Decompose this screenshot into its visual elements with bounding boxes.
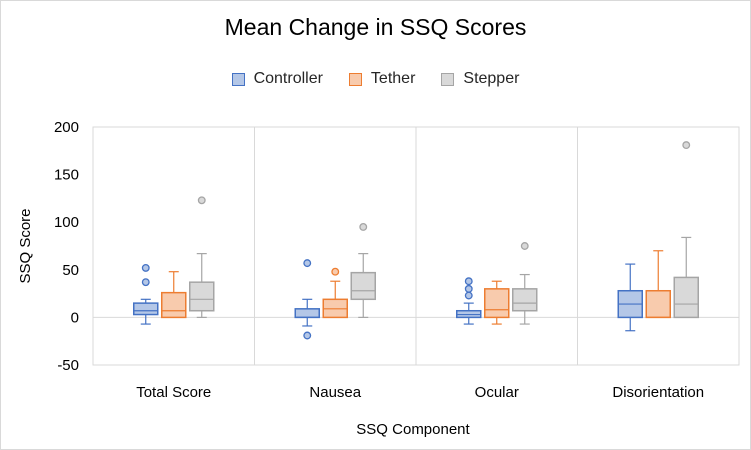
outlier-point: [464, 284, 473, 293]
outlier-point: [359, 223, 368, 231]
legend-swatch: [231, 72, 245, 86]
legend-item-stepper: Stepper: [441, 70, 519, 88]
outlier-point: [141, 278, 150, 287]
y-tick-label: 150: [54, 167, 79, 184]
legend-label: Stepper: [463, 70, 520, 87]
chart-title: Mean Change in SSQ Scores: [224, 14, 527, 40]
legend-label: Tether: [370, 70, 416, 87]
outlier-point: [331, 267, 340, 276]
legend-swatch: [348, 72, 362, 86]
outlier-point: [197, 196, 206, 205]
outlier-point: [141, 263, 150, 272]
outlier-point: [520, 242, 529, 250]
box-stepper: [673, 276, 699, 319]
x-tick-label: Ocular: [475, 384, 519, 401]
y-tick-label: 50: [62, 262, 79, 279]
legend-swatch: [441, 72, 455, 86]
y-axis-title: SSQ Score: [17, 208, 34, 283]
y-tick-label: 100: [54, 214, 79, 231]
y-tick-label: 0: [71, 309, 79, 326]
box-tether: [484, 288, 510, 319]
box-stepper: [350, 271, 376, 301]
y-tick-label: -50: [57, 357, 79, 374]
box-controller: [294, 308, 320, 319]
outlier-point: [464, 277, 473, 286]
y-tick-label: 200: [54, 119, 79, 136]
box-tether: [645, 289, 671, 319]
box-stepper: [189, 281, 215, 312]
legend-item-controller: Controller: [231, 70, 323, 88]
outlier-point: [303, 331, 312, 340]
outlier-point: [682, 141, 691, 150]
legend-item-tether: Tether: [348, 70, 416, 88]
box-tether: [161, 291, 187, 319]
box-controller: [133, 302, 159, 316]
outlier-point: [303, 259, 312, 268]
x-axis-title: SSQ Component: [356, 421, 470, 438]
legend-label: Controller: [253, 70, 323, 87]
legend: Controller Tether Stepper: [0, 70, 751, 88]
x-tick-label: Total Score: [136, 384, 211, 401]
box-stepper: [512, 288, 538, 312]
outlier-point: [464, 291, 473, 300]
x-tick-label: Nausea: [309, 384, 361, 401]
x-tick-label: Disorientation: [612, 384, 704, 401]
